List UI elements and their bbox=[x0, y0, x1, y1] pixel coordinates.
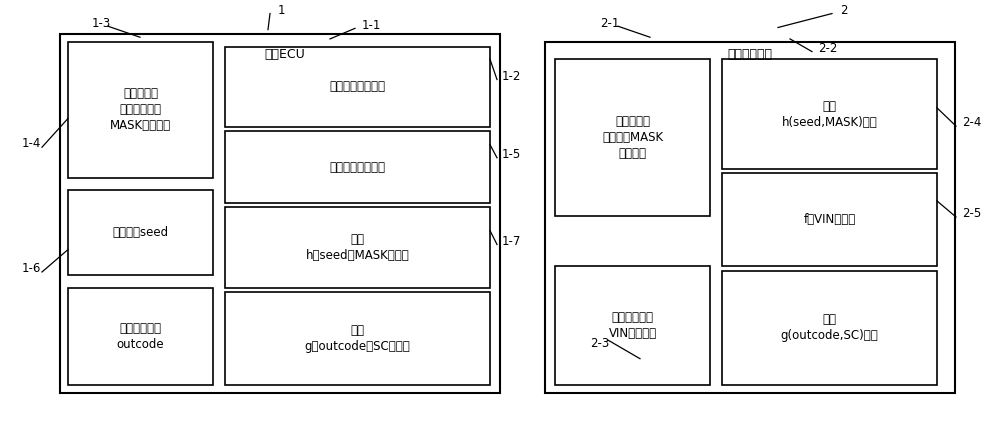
Text: 设备第一级
安全掩码MASK
存储模块: 设备第一级 安全掩码MASK 存储模块 bbox=[602, 115, 663, 160]
Bar bbox=[225, 131, 490, 203]
Text: 1-1: 1-1 bbox=[362, 19, 381, 32]
Text: 2: 2 bbox=[840, 4, 848, 17]
Bar bbox=[225, 292, 490, 385]
Bar bbox=[722, 173, 937, 266]
Text: 车内输出密码
outcode: 车内输出密码 outcode bbox=[117, 322, 164, 351]
Bar bbox=[68, 190, 213, 275]
Text: 外部诊断设备: 外部诊断设备 bbox=[728, 48, 772, 61]
Text: 设备
g(outcode,SC)函数: 设备 g(outcode,SC)函数 bbox=[781, 313, 878, 342]
Bar bbox=[722, 59, 937, 169]
Text: 二级安全访问模块: 二级安全访问模块 bbox=[330, 161, 386, 173]
Text: 1: 1 bbox=[278, 4, 286, 17]
Text: 一级安全访问模块: 一级安全访问模块 bbox=[330, 80, 386, 93]
Bar bbox=[68, 42, 213, 178]
Text: 1-5: 1-5 bbox=[502, 148, 521, 161]
Text: 1-6: 1-6 bbox=[22, 262, 41, 275]
Text: 1-2: 1-2 bbox=[502, 70, 521, 82]
Text: 2-2: 2-2 bbox=[818, 42, 837, 55]
Text: 2-5: 2-5 bbox=[962, 207, 981, 220]
Bar bbox=[225, 47, 490, 127]
Text: 车辆识别代码
VIN存储模块: 车辆识别代码 VIN存储模块 bbox=[608, 311, 657, 340]
Bar bbox=[225, 207, 490, 288]
Bar bbox=[555, 59, 710, 216]
Text: f（VIN）函数: f（VIN）函数 bbox=[803, 214, 856, 226]
Bar bbox=[60, 34, 500, 393]
Bar bbox=[545, 42, 955, 393]
Text: 车内ECU: 车内ECU bbox=[265, 48, 305, 61]
Bar bbox=[68, 288, 213, 385]
Text: 1-3: 1-3 bbox=[92, 17, 111, 30]
Text: 随机种子seed: 随机种子seed bbox=[112, 226, 169, 239]
Text: 2-4: 2-4 bbox=[962, 116, 981, 129]
Text: 1-4: 1-4 bbox=[22, 137, 41, 150]
Text: 2-3: 2-3 bbox=[590, 337, 609, 350]
Bar bbox=[722, 271, 937, 385]
Text: 车内第一级
安全访问掩码
MASK存储模块: 车内第一级 安全访问掩码 MASK存储模块 bbox=[110, 88, 171, 132]
Text: 2-1: 2-1 bbox=[600, 17, 619, 30]
Text: 车内
h（seed，MASK）函数: 车内 h（seed，MASK）函数 bbox=[306, 233, 409, 262]
Text: 1-7: 1-7 bbox=[502, 235, 521, 247]
Text: 设备
h(seed,MASK)函数: 设备 h(seed,MASK)函数 bbox=[782, 100, 877, 129]
Text: 车内
g（outcode，SC）函数: 车内 g（outcode，SC）函数 bbox=[305, 324, 410, 353]
Bar bbox=[555, 266, 710, 385]
